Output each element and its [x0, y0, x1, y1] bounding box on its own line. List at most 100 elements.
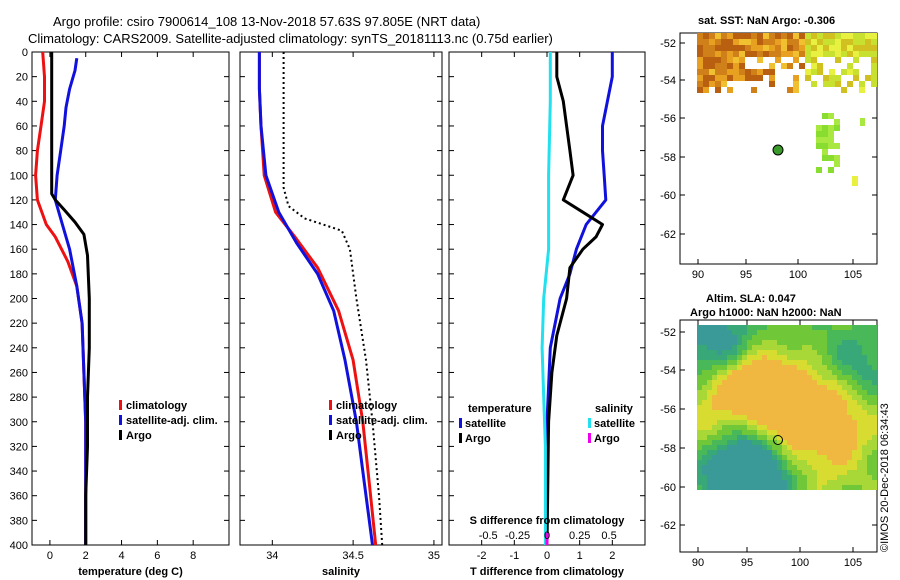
sla-cell — [862, 430, 867, 435]
sla-cell — [842, 465, 847, 470]
y-tick-label: 40 — [16, 96, 28, 108]
sla-cell — [707, 350, 712, 355]
sla-cell — [697, 360, 702, 365]
sla-cell — [852, 415, 857, 420]
sla-cell — [872, 325, 877, 330]
sla-cell — [732, 455, 737, 460]
sla-cell — [802, 430, 807, 435]
sla-cell — [852, 455, 857, 460]
x-tick-label: 2 — [83, 550, 89, 562]
sla-cell — [862, 485, 867, 490]
sla-cell — [782, 365, 787, 370]
sst-cell — [715, 87, 721, 93]
sla-cell — [862, 370, 867, 375]
sla-cell — [752, 350, 757, 355]
sla-cell — [732, 465, 737, 470]
sla-cell — [782, 485, 787, 490]
sst-cell — [733, 69, 739, 75]
sla-cell — [732, 375, 737, 380]
sla-cell — [782, 385, 787, 390]
sla-cell — [717, 335, 722, 340]
sla-cell — [782, 355, 787, 360]
sla-cell — [817, 345, 822, 350]
sst-cell — [805, 75, 811, 81]
sla-cell — [822, 365, 827, 370]
sla-cell — [712, 425, 717, 430]
sla-cell — [802, 400, 807, 405]
sla-cell — [872, 480, 877, 485]
sla-cell — [842, 335, 847, 340]
legend-label: Argo — [336, 430, 362, 442]
sla-cell — [842, 345, 847, 350]
sla-cell — [707, 450, 712, 455]
sst-cell — [781, 39, 787, 45]
sla-cell — [702, 415, 707, 420]
sla-cell — [817, 420, 822, 425]
sla-cell — [827, 360, 832, 365]
sla-cell — [862, 375, 867, 380]
sla-cell — [817, 445, 822, 450]
sla-cell — [817, 480, 822, 485]
sla-cell — [862, 445, 867, 450]
sla-cell — [772, 340, 777, 345]
sla-cell — [842, 355, 847, 360]
sla-cell — [782, 340, 787, 345]
sla-cell — [732, 340, 737, 345]
sla-cell — [797, 485, 802, 490]
sla-cell — [727, 465, 732, 470]
sst-cell — [697, 75, 703, 81]
sla-cell — [832, 340, 837, 345]
sla-cell — [872, 450, 877, 455]
sla-cell — [782, 405, 787, 410]
map-x-tick-label: 100 — [791, 557, 809, 569]
sla-cell — [722, 475, 727, 480]
map-x-tick-label: 95 — [741, 557, 753, 569]
sla-cell — [777, 420, 782, 425]
sla-cell — [767, 325, 772, 330]
sla-cell — [752, 335, 757, 340]
sla-cell — [862, 440, 867, 445]
sla-cell — [752, 410, 757, 415]
sla-cell — [827, 400, 832, 405]
legend-label: satellite-adj. clim. — [126, 415, 218, 427]
sla-cell — [742, 325, 747, 330]
sla-cell — [797, 450, 802, 455]
sla-cell — [777, 375, 782, 380]
sla-cell — [742, 430, 747, 435]
sst-cell — [721, 63, 727, 69]
sla-cell — [762, 460, 767, 465]
sst-cell — [817, 45, 823, 51]
sla-cell — [857, 440, 862, 445]
sla-cell — [727, 345, 732, 350]
sla-cell — [737, 450, 742, 455]
sst-cell — [787, 63, 793, 69]
sla-cell — [707, 475, 712, 480]
sst-cell — [817, 33, 823, 39]
sla-cell — [767, 480, 772, 485]
sla-cell — [832, 380, 837, 385]
sla-cell — [732, 435, 737, 440]
sla-cell — [802, 445, 807, 450]
sla-cell — [812, 455, 817, 460]
sla-cell — [862, 350, 867, 355]
sla-cell — [837, 325, 842, 330]
sla-cell — [752, 465, 757, 470]
sla-cell — [787, 450, 792, 455]
sla-cell — [807, 395, 812, 400]
sst-cell — [751, 33, 757, 39]
sla-cell — [767, 355, 772, 360]
sla-cell — [807, 420, 812, 425]
sst-cell — [816, 125, 822, 131]
sla-cell — [732, 335, 737, 340]
sla-cell — [712, 435, 717, 440]
sla-cell — [807, 485, 812, 490]
map-x-tick-label: 105 — [844, 269, 862, 281]
sla-cell — [862, 330, 867, 335]
sla-cell — [697, 370, 702, 375]
sla-cell — [712, 430, 717, 435]
sla-cell — [727, 480, 732, 485]
sst-cell — [816, 143, 822, 149]
sla-cell — [707, 390, 712, 395]
sla-cell — [762, 335, 767, 340]
sst-cell — [859, 33, 865, 39]
